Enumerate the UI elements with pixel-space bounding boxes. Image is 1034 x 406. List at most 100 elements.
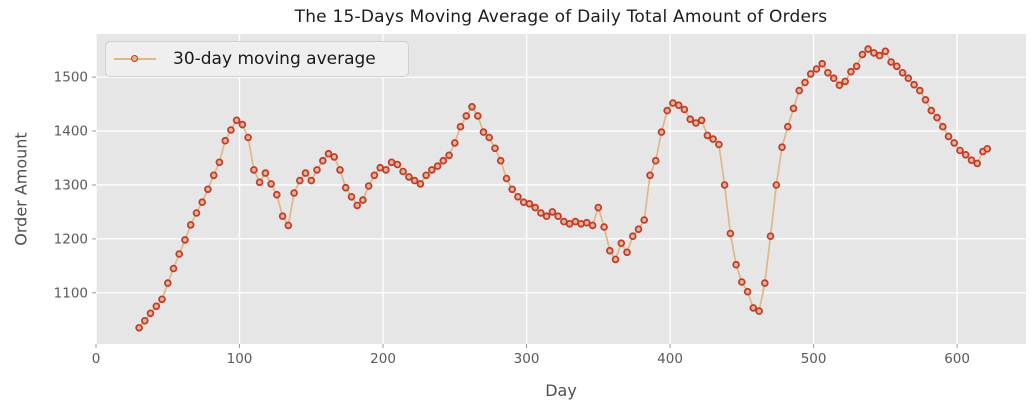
data-point-marker <box>875 51 884 60</box>
data-point-marker <box>772 181 781 189</box>
data-point-marker <box>680 105 689 114</box>
data-point-marker <box>703 131 712 140</box>
data-point-marker <box>232 116 241 125</box>
data-point-marker <box>829 74 838 82</box>
data-point-marker <box>697 116 706 125</box>
x-tick-label: 600 <box>944 351 970 367</box>
data-point-marker <box>973 159 981 168</box>
data-point-marker <box>318 156 327 165</box>
data-point-marker <box>261 169 270 177</box>
data-point-marker <box>663 106 671 115</box>
data-point-marker <box>634 225 643 234</box>
data-point-marker <box>508 185 517 194</box>
data-point-marker <box>531 203 539 212</box>
data-point-marker <box>181 236 189 244</box>
data-point-marker <box>824 69 832 77</box>
x-tick-label: 100 <box>227 351 253 367</box>
data-point-marker <box>439 156 448 165</box>
data-point-marker <box>927 106 936 115</box>
data-point-marker <box>938 122 947 131</box>
data-point-marker <box>657 128 666 136</box>
data-point-marker <box>600 223 608 231</box>
data-point-marker <box>720 181 729 189</box>
data-point-marker <box>537 209 545 217</box>
data-point-marker <box>158 295 166 304</box>
data-point-marker <box>146 309 155 318</box>
data-point-marker <box>801 78 809 87</box>
data-point-marker <box>456 122 465 131</box>
data-point-marker <box>227 126 235 134</box>
data-point-marker <box>554 212 562 221</box>
data-point-marker <box>915 86 924 95</box>
data-point-marker <box>330 153 339 161</box>
data-point-marker <box>324 149 333 158</box>
data-point-marker <box>594 203 603 212</box>
x-tick-label: 300 <box>514 351 540 367</box>
data-point-marker <box>692 119 700 127</box>
data-point-marker <box>272 190 281 199</box>
data-point-marker <box>628 232 637 241</box>
data-point-marker <box>732 260 740 269</box>
x-tick-label: 400 <box>657 351 683 367</box>
axes-background <box>96 34 1026 344</box>
data-point-marker <box>983 145 992 153</box>
data-point-marker <box>382 166 390 174</box>
data-point-marker <box>715 140 723 149</box>
data-point-marker <box>353 201 362 210</box>
data-point-marker <box>135 323 143 332</box>
data-point-marker <box>674 101 683 109</box>
data-point-marker <box>175 250 184 258</box>
legend-marker-icon <box>131 55 138 62</box>
data-point-marker <box>847 67 855 76</box>
data-point-marker <box>892 62 901 71</box>
data-point-marker <box>898 69 907 77</box>
data-point-marker <box>950 139 958 147</box>
y-tick-label: 1200 <box>54 231 88 247</box>
data-point-marker <box>623 248 631 257</box>
data-point-marker <box>341 183 350 192</box>
y-tick-label: 1100 <box>54 285 88 301</box>
data-point-marker <box>651 156 660 165</box>
data-point-marker <box>887 58 895 66</box>
data-point-marker <box>278 212 287 221</box>
data-point-marker <box>611 255 620 264</box>
data-point-marker <box>405 173 413 181</box>
data-point-marker <box>284 221 293 230</box>
data-point-marker <box>755 307 763 315</box>
data-point-marker <box>209 171 218 180</box>
data-point-marker <box>301 169 310 177</box>
data-point-marker <box>967 156 976 165</box>
data-point-marker <box>198 198 207 207</box>
data-point-marker <box>359 196 367 204</box>
data-point-marker <box>686 115 694 123</box>
data-point-marker <box>479 128 488 136</box>
data-point-marker <box>215 158 224 167</box>
data-point-marker <box>605 246 614 255</box>
data-point-marker <box>617 239 626 248</box>
data-point-marker <box>141 316 149 325</box>
data-point-marker <box>904 74 913 82</box>
data-point-marker <box>548 208 557 216</box>
data-point-marker <box>164 279 172 287</box>
data-point-marker <box>192 209 201 217</box>
x-tick-label: 0 <box>92 351 101 367</box>
data-point-marker <box>835 81 844 89</box>
data-point-marker <box>525 200 534 208</box>
data-point-marker <box>766 232 775 241</box>
y-tick-label: 1300 <box>54 177 88 193</box>
y-tick-label: 1500 <box>54 70 88 86</box>
data-point-marker <box>313 166 321 174</box>
data-point-marker <box>410 176 419 185</box>
data-point-marker <box>250 166 258 174</box>
data-point-marker <box>491 144 499 153</box>
data-point-marker <box>852 62 861 71</box>
data-point-marker <box>450 139 459 147</box>
data-point-marker <box>204 185 212 194</box>
data-point-marker <box>737 278 746 286</box>
data-point-marker <box>858 50 867 59</box>
legend-sample <box>114 54 156 64</box>
data-point-marker <box>186 221 195 229</box>
data-point-marker <box>468 103 476 111</box>
